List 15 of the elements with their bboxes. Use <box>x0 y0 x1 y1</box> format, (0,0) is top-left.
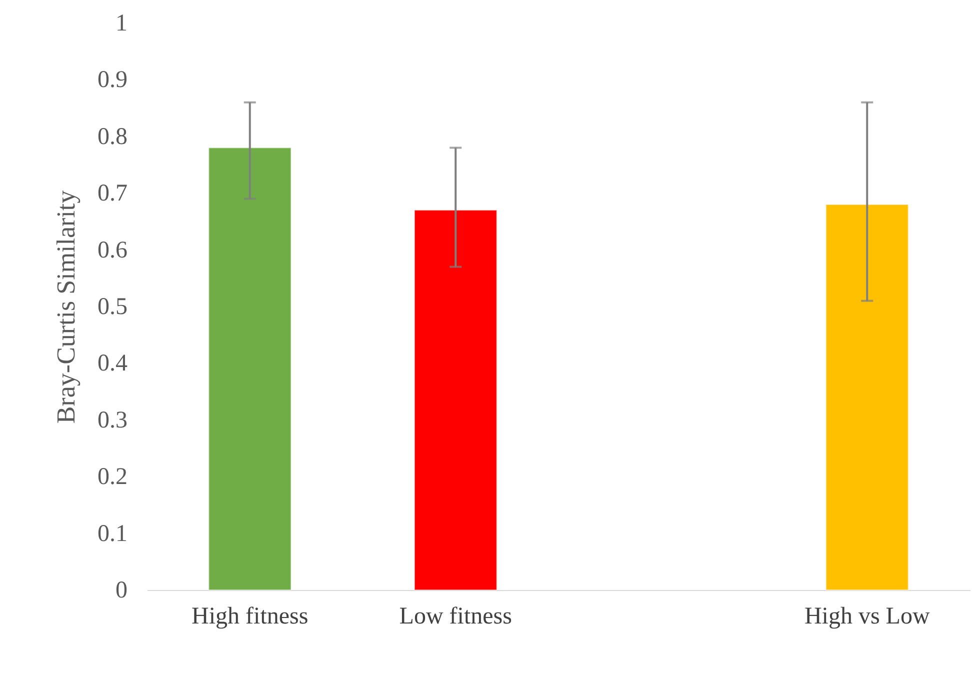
y-tick-label: 0.8 <box>98 124 128 150</box>
y-tick-label: 0.7 <box>98 180 128 207</box>
x-tick-label: Low fitness <box>399 604 512 630</box>
y-tick-label: 0 <box>116 578 128 604</box>
y-tick-label: 0.4 <box>98 350 128 377</box>
y-tick-label: 0.6 <box>98 237 128 264</box>
y-tick-label: 1 <box>116 10 128 36</box>
y-tick-label: 0.2 <box>98 464 128 490</box>
y-tick-label: 0.1 <box>98 520 128 547</box>
x-tick-label: High vs Low <box>804 604 930 630</box>
x-tick-label: High fitness <box>192 604 308 630</box>
y-tick-label: 0.3 <box>98 407 128 434</box>
y-tick-label: 0.5 <box>98 294 128 320</box>
y-tick-label: 0.9 <box>98 67 128 94</box>
y-axis-title: Bray-Curtis Similarity <box>52 190 80 424</box>
